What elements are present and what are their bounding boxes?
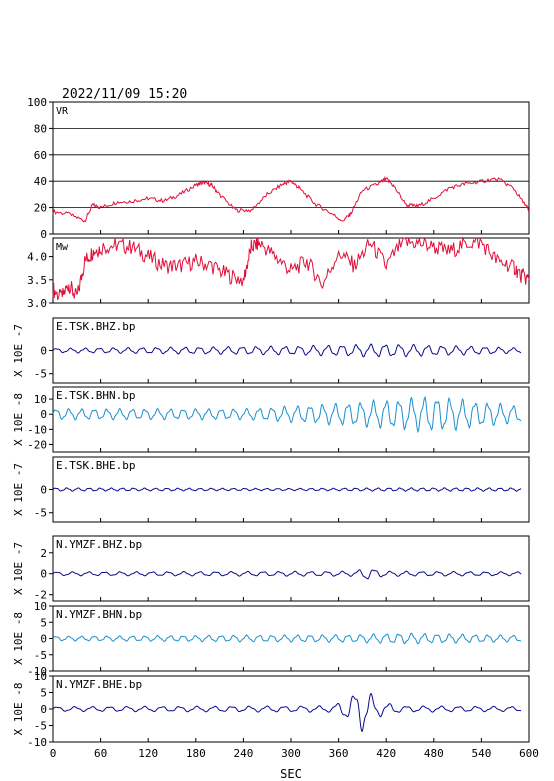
- panel-ylabel-ymzf_bhe: X 10E -8: [12, 683, 25, 736]
- y-tick-label: 3.5: [27, 274, 47, 287]
- y-tick-label: 0: [40, 345, 47, 358]
- panel-frame-vr: [52, 101, 530, 235]
- y-tick-label: -5: [34, 720, 47, 733]
- y-tick-label: 0: [40, 633, 47, 646]
- series-line-tsk_bhz: [52, 343, 522, 358]
- panel-ylabel-ymzf_bhn: X 10E -8: [12, 612, 25, 665]
- y-tick-label: 0: [40, 228, 47, 241]
- y-tick-label: -10: [27, 423, 47, 436]
- panel-title-ymzf_bhz: N.YMZF.BHZ.bp: [56, 538, 142, 551]
- y-tick-label: -5: [34, 368, 47, 381]
- panel-title-vr: VR: [56, 106, 69, 117]
- panel-title-tsk_bhz: E.TSK.BHZ.bp: [56, 320, 135, 333]
- panel-ylabel-tsk_bhe: X 10E -7: [12, 463, 25, 516]
- y-tick-label: -5: [34, 507, 47, 520]
- panel-ylabel-tsk_bhz: X 10E -7: [12, 324, 25, 377]
- header-datetime: 2022/11/09 15:20: [62, 87, 187, 102]
- x-tick-label: 240: [233, 747, 253, 760]
- x-tick-label: 300: [281, 747, 301, 760]
- panel-title-tsk_bhn: E.TSK.BHN.bp: [56, 389, 135, 402]
- y-tick-label: 10: [34, 393, 47, 406]
- panel-title-ymzf_bhe: N.YMZF.BHE.bp: [56, 678, 142, 691]
- y-tick-label: 80: [34, 122, 47, 135]
- y-tick-label: -10: [27, 665, 47, 678]
- panel-title-tsk_bhe: E.TSK.BHE.bp: [56, 459, 135, 472]
- y-tick-label: 40: [34, 175, 47, 188]
- y-tick-label: 2: [40, 547, 47, 560]
- y-tick-label: 0: [40, 568, 47, 581]
- y-tick-label: 0: [40, 484, 47, 497]
- x-tick-label: 360: [329, 747, 349, 760]
- panel-ylabel-tsk_bhn: X 10E -8: [12, 393, 25, 446]
- x-tick-label: 600: [519, 747, 539, 760]
- series-line-tsk_bhn: [52, 395, 522, 434]
- panel-ylabel-ymzf_bhz: X 10E -7: [12, 542, 25, 595]
- x-tick-label: 0: [50, 747, 57, 760]
- y-tick-label: 100: [27, 96, 47, 109]
- series-line-tsk_bhe: [52, 487, 522, 492]
- y-tick-label: 20: [34, 202, 47, 215]
- y-tick-label: -10: [27, 736, 47, 749]
- series-line-ymzf_bhn: [52, 632, 522, 645]
- y-tick-label: 0: [40, 408, 47, 421]
- panel-title-ymzf_bhn: N.YMZF.BHN.bp: [56, 608, 142, 621]
- x-axis-label: SEC: [280, 767, 302, 781]
- x-tick-label: 480: [424, 747, 444, 760]
- panels-group: 020406080100VR3.03.54.0Mw-50E.TSK.BHZ.bp…: [12, 96, 539, 760]
- y-tick-label: 5: [40, 616, 47, 629]
- series-line-ymzf_bhe: [52, 692, 522, 732]
- series-line-ymzf_bhz: [52, 569, 522, 580]
- y-tick-label: 60: [34, 149, 47, 162]
- y-tick-label: -20: [27, 438, 47, 451]
- panel-title-mw: Mw: [56, 242, 69, 253]
- y-tick-label: 10: [34, 670, 47, 683]
- y-tick-label: -2: [34, 589, 47, 602]
- y-tick-label: 0: [40, 703, 47, 716]
- y-tick-label: 10: [34, 600, 47, 613]
- y-tick-label: -5: [34, 649, 47, 662]
- y-tick-label: 5: [40, 687, 47, 700]
- x-tick-label: 60: [94, 747, 107, 760]
- x-tick-label: 420: [376, 747, 396, 760]
- y-tick-label: 3.0: [27, 297, 47, 310]
- series-line-vr: [52, 175, 530, 223]
- x-tick-label: 180: [186, 747, 206, 760]
- x-tick-label: 120: [138, 747, 158, 760]
- x-tick-label: 540: [471, 747, 491, 760]
- y-tick-label: 4.0: [27, 251, 47, 264]
- series-line-mw: [52, 236, 530, 301]
